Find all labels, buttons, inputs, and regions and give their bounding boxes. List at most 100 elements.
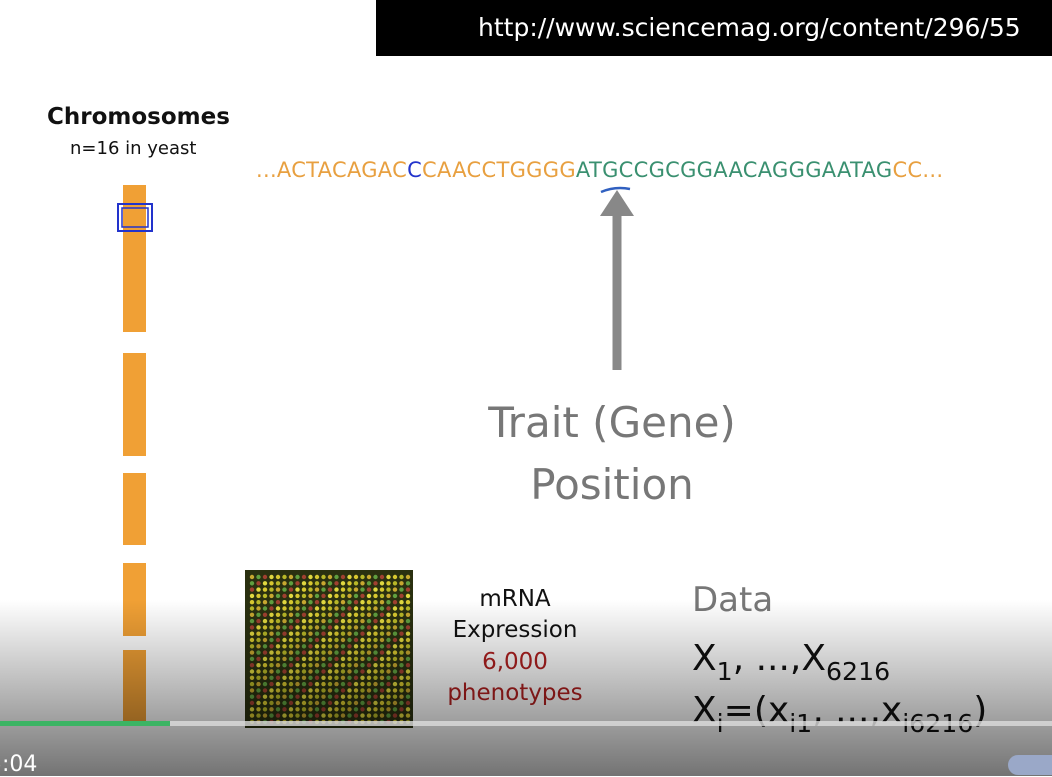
microarray-spot <box>256 574 261 580</box>
microarray-spot <box>282 581 287 586</box>
microarray-spot <box>269 593 274 599</box>
microarray-spot <box>379 574 385 580</box>
microarray-spot <box>301 587 307 592</box>
microarray-spot <box>392 581 398 586</box>
microarray-spot <box>366 587 372 592</box>
microarray-spot <box>399 581 404 586</box>
microarray-spot <box>353 574 359 580</box>
chromosome <box>123 473 146 545</box>
microarray-spot <box>353 593 359 599</box>
microarray-spot <box>295 574 300 580</box>
microarray-spot <box>392 593 398 599</box>
chromosome <box>123 185 146 332</box>
microarray-spot <box>288 581 294 586</box>
microarray-spot <box>282 574 287 580</box>
microarray-spot <box>386 593 391 599</box>
microarray-spot <box>301 593 307 599</box>
microarray-spot <box>399 593 404 599</box>
microarray-spot <box>308 581 313 586</box>
progress-played <box>0 721 170 726</box>
microarray-spot <box>282 593 287 599</box>
microarray-spot <box>308 593 313 599</box>
microarray-spot <box>262 587 268 592</box>
player-time: 5:04 <box>0 752 38 777</box>
microarray-spot <box>308 574 313 580</box>
chromosomes-subtitle: n=16 in yeast <box>70 138 197 159</box>
microarray-spot <box>392 587 398 592</box>
microarray-spot <box>347 581 352 586</box>
microarray-spot <box>379 593 385 599</box>
microarray-spot <box>340 587 346 592</box>
microarray-spot <box>321 581 326 586</box>
annotation-stroke <box>600 186 631 194</box>
microarray-spot <box>314 587 320 592</box>
player-overlay <box>0 600 1052 776</box>
microarray-spot <box>366 593 372 599</box>
microarray-spot <box>314 581 320 586</box>
microarray-spot <box>295 593 300 599</box>
progress-track[interactable] <box>0 721 1052 726</box>
arrow-head <box>600 190 634 216</box>
microarray-spot <box>373 587 378 592</box>
microarray-spot <box>308 587 313 592</box>
text-part: ...ACTACAGAC <box>256 158 408 182</box>
microarray-spot <box>386 587 391 592</box>
microarray-spot <box>334 587 339 592</box>
highlight-box-inner <box>121 207 149 228</box>
microarray-spot <box>321 587 326 592</box>
microarray-spot <box>373 593 378 599</box>
microarray-spot <box>360 587 365 592</box>
microarray-spot <box>249 587 255 592</box>
microarray-spot <box>256 581 261 586</box>
microarray-spot <box>405 581 411 586</box>
microarray-spot <box>269 587 274 592</box>
trait-line1: Trait (Gene) <box>488 398 736 447</box>
microarray-spot <box>288 574 294 580</box>
chromosome <box>123 353 146 456</box>
microarray-spot <box>379 587 385 592</box>
microarray-spot <box>275 574 281 580</box>
text-part: ATGCCGCGGAACAGGGAATAG <box>575 158 893 182</box>
microarray-spot <box>353 587 359 592</box>
microarray-spot <box>353 581 359 586</box>
highlight-box <box>117 203 153 232</box>
dna-sequence: ...ACTACAGACCCAACCTGGGGATGCCGCGGAACAGGGA… <box>256 158 943 182</box>
microarray-spot <box>340 574 346 580</box>
microarray-spot <box>373 581 378 586</box>
microarray-spot <box>360 581 365 586</box>
microarray-spot <box>334 574 339 580</box>
trait-line2: Position <box>530 460 694 509</box>
microarray-spot <box>379 581 385 586</box>
microarray-spot <box>275 581 281 586</box>
microarray-spot <box>366 574 372 580</box>
microarray-spot <box>327 581 333 586</box>
microarray-spot <box>399 587 404 592</box>
microarray-spot <box>249 581 255 586</box>
microarray-spot <box>327 574 333 580</box>
microarray-spot <box>295 581 300 586</box>
player-button[interactable] <box>1008 755 1052 775</box>
microarray-spot <box>249 574 255 580</box>
microarray-spot <box>282 587 287 592</box>
microarray-spot <box>360 593 365 599</box>
microarray-spot <box>288 587 294 592</box>
microarray-spot <box>256 593 261 599</box>
microarray-spot <box>314 593 320 599</box>
microarray-spot <box>347 587 352 592</box>
text-part: CC... <box>892 158 944 182</box>
microarray-spot <box>392 574 398 580</box>
microarray-spot <box>340 581 346 586</box>
text-part: C <box>407 158 423 182</box>
microarray-spot <box>256 587 261 592</box>
microarray-spot <box>249 593 255 599</box>
microarray-spot <box>262 574 268 580</box>
microarray-spot <box>275 593 281 599</box>
microarray-spot <box>334 581 339 586</box>
microarray-spot <box>373 574 378 580</box>
microarray-spot <box>288 593 294 599</box>
microarray-spot <box>301 581 307 586</box>
microarray-spot <box>340 593 346 599</box>
microarray-spot <box>386 581 391 586</box>
url-text: http://www.sciencemag.org/content/296/55 <box>478 13 1021 42</box>
